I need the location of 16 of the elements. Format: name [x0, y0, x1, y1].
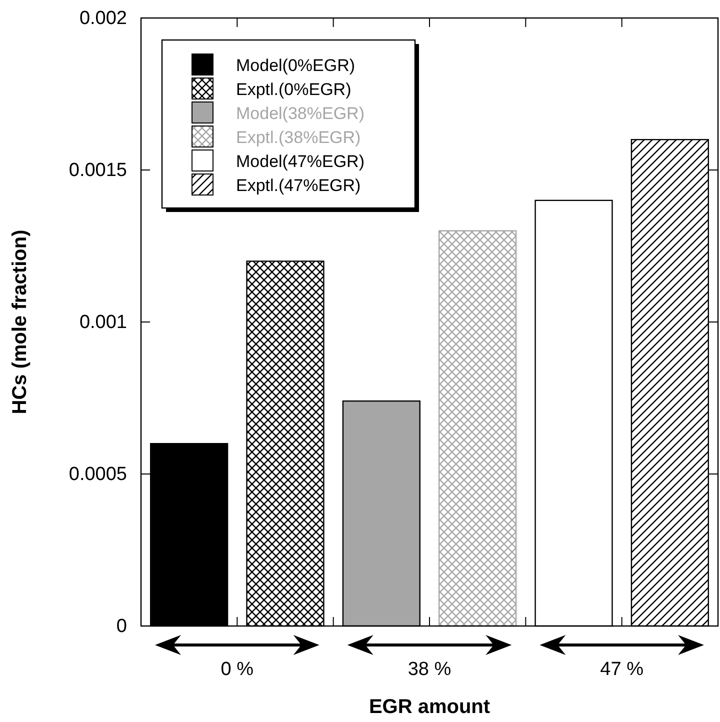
y-tick-label: 0 — [116, 616, 127, 638]
legend-label: Model(0%EGR) — [236, 56, 356, 75]
legend-label: Model(47%EGR) — [236, 152, 364, 171]
y-tick-label: 0.001 — [79, 312, 127, 334]
legend-label: Exptl.(38%EGR) — [236, 128, 361, 147]
x-tick-label: 0 % — [220, 659, 254, 680]
x-axis-title: EGR amount — [368, 696, 490, 718]
legend-label: Model(38%EGR) — [236, 104, 364, 123]
y-tick-label: 0.002 — [79, 8, 127, 30]
y-tick-label: 0.0005 — [68, 464, 127, 486]
legend-label: Exptl.(47%EGR) — [236, 176, 361, 195]
y-axis-title: HCs (mole fraction) — [9, 230, 31, 414]
legend-label: Exptl.(0%EGR) — [236, 80, 352, 99]
x-tick-label: 47 % — [600, 659, 644, 680]
y-tick-label: 0.0015 — [68, 160, 127, 182]
x-tick-label: 38 % — [408, 659, 452, 680]
